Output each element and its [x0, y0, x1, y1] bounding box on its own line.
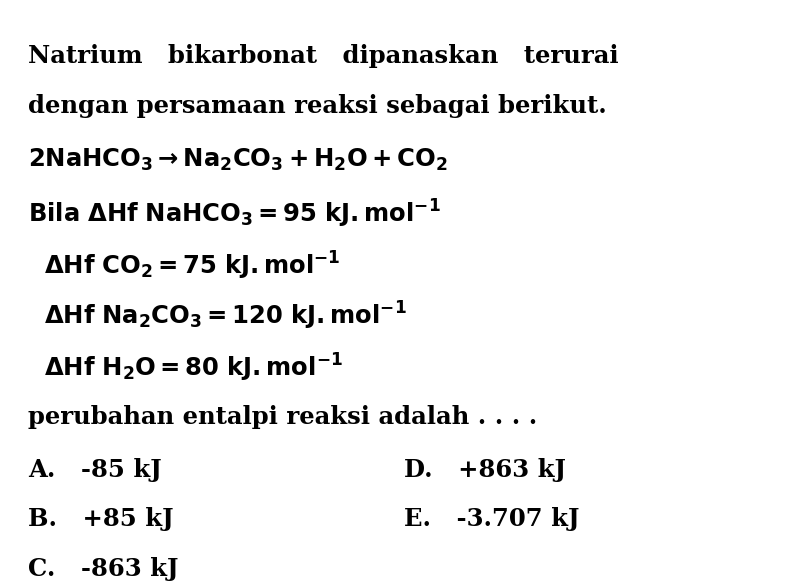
Text: D.   +863 kJ: D. +863 kJ: [404, 458, 566, 482]
Text: perubahan entalpi reaksi adalah . . . .: perubahan entalpi reaksi adalah . . . .: [28, 405, 537, 429]
Text: dengan persamaan reaksi sebagai berikut.: dengan persamaan reaksi sebagai berikut.: [28, 94, 607, 118]
Text: C.   -863 kJ: C. -863 kJ: [28, 557, 178, 581]
Text: $\mathbf{\Delta Hf\ H_2O = 80\ kJ.mol^{-1}}$: $\mathbf{\Delta Hf\ H_2O = 80\ kJ.mol^{-…: [44, 352, 343, 384]
Text: $\mathbf{2NaHCO_3 \rightarrow Na_2CO_3 + H_2O + CO_2}$: $\mathbf{2NaHCO_3 \rightarrow Na_2CO_3 +…: [28, 147, 448, 173]
Text: Natrium   bikarbonat   dipanaskan   terurai: Natrium bikarbonat dipanaskan terurai: [28, 44, 619, 68]
Text: $\mathbf{\Delta Hf\ Na_2CO_3 = 120\ kJ.mol^{-1}}$: $\mathbf{\Delta Hf\ Na_2CO_3 = 120\ kJ.m…: [44, 300, 408, 332]
Text: $\mathbf{\Delta Hf\ CO_2 = 75\ kJ.mol^{-1}}$: $\mathbf{\Delta Hf\ CO_2 = 75\ kJ.mol^{-…: [44, 250, 341, 282]
Text: $\mathbf{Bila\ \Delta Hf\ NaHCO_3 = 95\ kJ.mol^{-1}}$: $\mathbf{Bila\ \Delta Hf\ NaHCO_3 = 95\ …: [28, 198, 441, 230]
Text: E.   -3.707 kJ: E. -3.707 kJ: [404, 507, 579, 531]
Text: B.   +85 kJ: B. +85 kJ: [28, 507, 174, 531]
Text: A.   -85 kJ: A. -85 kJ: [28, 458, 162, 482]
